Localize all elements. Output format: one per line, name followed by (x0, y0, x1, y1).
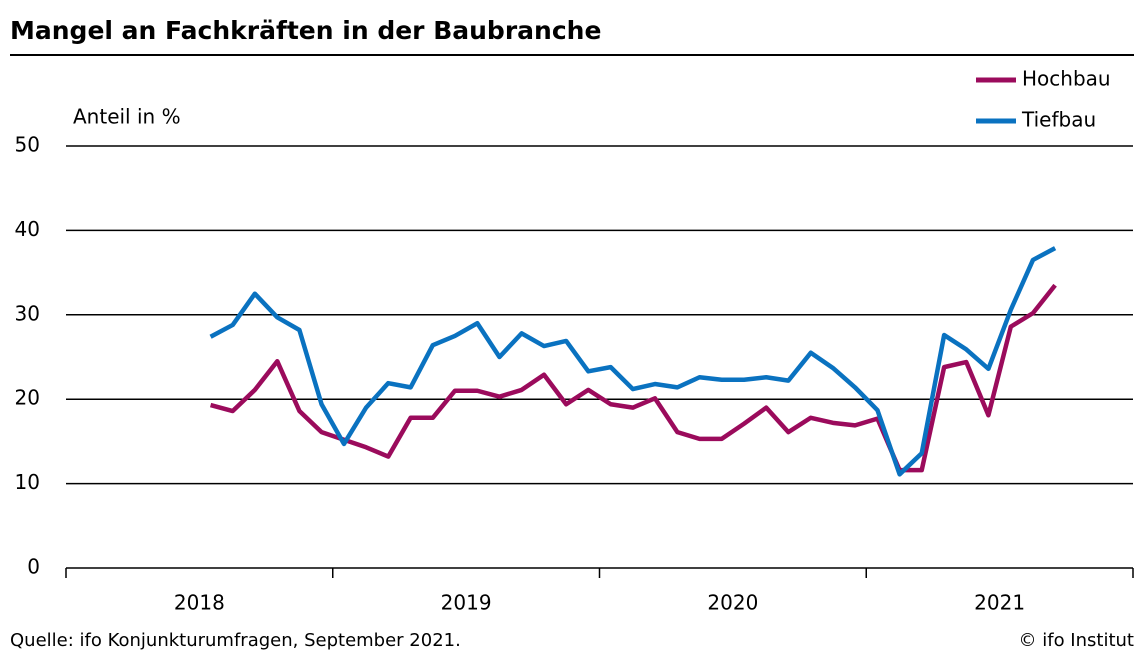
y-tick-label: 0 (27, 555, 40, 579)
y-tick-label: 40 (15, 217, 40, 241)
y-tick-label: 10 (15, 470, 40, 494)
chart-title: Mangel an Fachkräften in der Baubranche (10, 16, 601, 45)
y-tick-label: 20 (15, 386, 40, 410)
y-axis-label: Anteil in % (73, 105, 181, 129)
y-tick-label: 30 (15, 301, 40, 325)
series-line (209, 283, 1057, 473)
x-tick-label: 2018 (174, 591, 225, 615)
x-tick-label: 2021 (974, 591, 1025, 615)
legend-label: Hochbau (1022, 67, 1111, 91)
x-tick-label: 2020 (707, 591, 758, 615)
legend-label: Tiefbau (1021, 108, 1096, 132)
source: Quelle: ifo Konjunkturumfragen, Septembe… (10, 630, 461, 651)
credit: © ifo Institut (1019, 630, 1134, 651)
y-tick-label: 50 (15, 133, 40, 157)
x-tick-label: 2019 (441, 591, 492, 615)
series-line (209, 246, 1057, 477)
